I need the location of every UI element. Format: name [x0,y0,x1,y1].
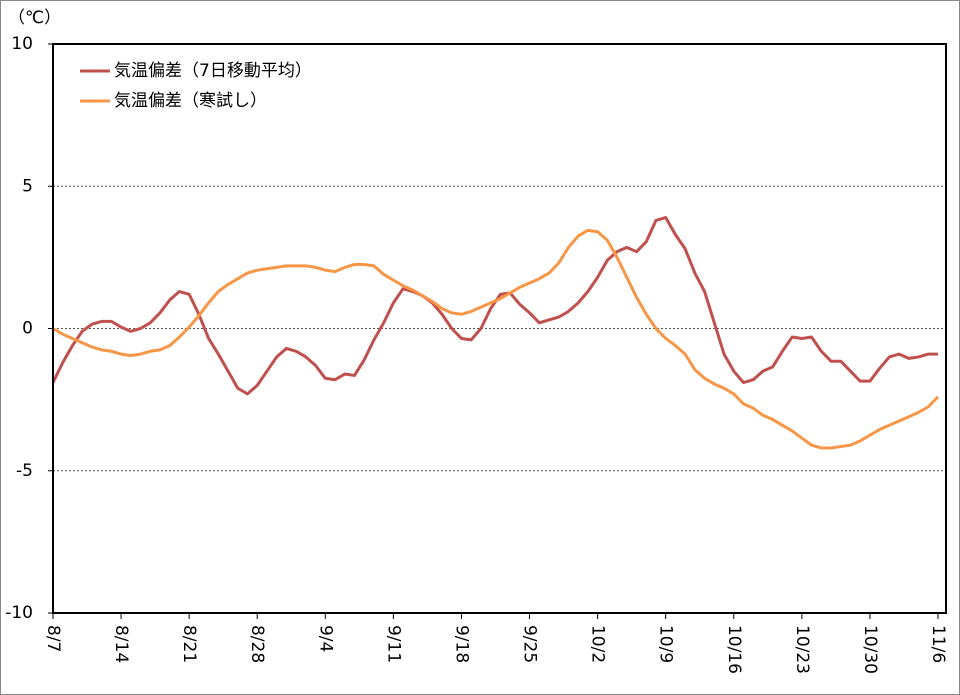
line-series [52,228,940,450]
plot-border [52,43,947,614]
y-tick-label: 10 [11,34,33,54]
x-tick-label: 10/16 [724,625,744,674]
x-tick-label: 11/6 [928,625,948,663]
x-tick-label: 9/18 [451,625,471,663]
x-tick-label: 8/14 [111,625,131,663]
unit-label: （℃） [8,8,61,28]
x-tick-label: 8/7 [43,625,63,652]
x-tick-label: 9/25 [520,625,540,663]
x-tick-label: 8/21 [179,625,199,663]
x-tick-label: 9/11 [383,625,403,663]
y-tick-label: -10 [5,603,33,623]
x-tick-label: 10/2 [588,625,608,663]
x-tick-label: 9/4 [315,625,335,652]
x-tick-label: 8/28 [247,625,267,663]
y-tick-label: 5 [22,176,33,196]
legend-label: 気温偏差（7日移動平均） [114,61,312,81]
x-tick-label: 10/9 [656,625,676,663]
y-tick-label: -5 [16,461,33,481]
x-tick-label: 10/23 [792,625,812,674]
y-tick-label: 0 [22,319,33,339]
legend-label: 気温偏差（寒試し） [114,91,267,111]
x-tick-label: 10/30 [860,625,880,674]
